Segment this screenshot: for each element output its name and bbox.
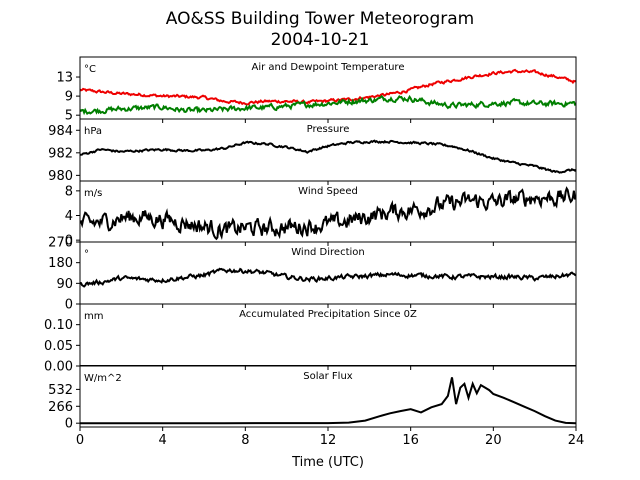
series-line-solar-0 <box>80 377 576 425</box>
series-line-wdir-0 <box>80 267 576 288</box>
x-tick-label-0: 0 <box>76 433 84 448</box>
y-tick-label-solar-0: 0 <box>65 417 73 432</box>
y-tick-label-wspd-0: 0 <box>65 234 73 249</box>
y-tick-label-wdir-3: 270 <box>48 236 73 251</box>
panel-unit-wspd: m/s <box>84 188 102 199</box>
x-tick-label-4: 16 <box>402 433 419 448</box>
panels-group: 5 9 13 Air and Dewpoint Temperature °C 980 982… <box>44 56 577 432</box>
panel-title-wdir: Wind Direction <box>291 247 365 258</box>
y-tick-label-precip-0: 0.00 <box>44 360 73 375</box>
y-tick-label-solar-2: 532 <box>48 383 73 398</box>
x-axis: 0 4 8 12 16 20 24 <box>76 433 584 448</box>
chart-title-line1: AO&SS Building Tower Meteorogram <box>166 9 474 29</box>
panel-title-precip: Accumulated Precipitation Since 0Z <box>239 309 417 320</box>
panel-unit-solar: W/m^2 <box>84 373 122 384</box>
panel-title-wspd: Wind Speed <box>298 186 358 197</box>
y-tick-label-pressure-1: 982 <box>48 146 73 161</box>
panel-title-temp: Air and Dewpoint Temperature <box>252 62 405 73</box>
panel-unit-pressure: hPa <box>84 126 102 137</box>
y-tick-label-solar-1: 266 <box>48 400 73 415</box>
series-line-temp-1 <box>80 94 576 116</box>
y-tick-label-temp-1: 9 <box>65 90 73 105</box>
x-tick-label-1: 4 <box>159 433 167 448</box>
y-tick-label-wdir-0: 0 <box>65 298 73 313</box>
series-line-wspd-0 <box>80 186 576 241</box>
x-tick-label-5: 20 <box>485 433 502 448</box>
panel-title-pressure: Pressure <box>307 124 350 135</box>
y-tick-label-wspd-1: 4 <box>65 209 73 224</box>
panel-unit-wdir: ° <box>84 249 89 260</box>
x-tick-label-6: 24 <box>568 433 585 448</box>
y-tick-label-precip-2: 0.10 <box>44 318 73 333</box>
y-tick-label-temp-0: 5 <box>65 109 73 124</box>
y-tick-label-temp-2: 13 <box>56 71 73 86</box>
panel-unit-temp: °C <box>84 64 96 75</box>
y-tick-label-pressure-0: 980 <box>48 169 73 184</box>
y-tick-label-precip-1: 0.05 <box>44 339 73 354</box>
series-line-pressure-0 <box>80 139 576 174</box>
chart-title-line2: 2004-10-21 <box>271 30 370 50</box>
y-tick-label-wdir-2: 180 <box>48 256 73 271</box>
panel-title-solar: Solar Flux <box>303 371 353 382</box>
series-line-temp-0 <box>80 68 576 106</box>
x-axis-label: Time (UTC) <box>291 455 364 470</box>
y-tick-label-wspd-2: 8 <box>65 184 73 199</box>
x-tick-label-3: 12 <box>320 433 337 448</box>
panel-unit-precip: mm <box>84 311 103 322</box>
y-tick-label-pressure-2: 984 <box>48 124 73 139</box>
y-tick-label-wdir-1: 90 <box>56 277 73 292</box>
x-tick-label-2: 8 <box>241 433 249 448</box>
